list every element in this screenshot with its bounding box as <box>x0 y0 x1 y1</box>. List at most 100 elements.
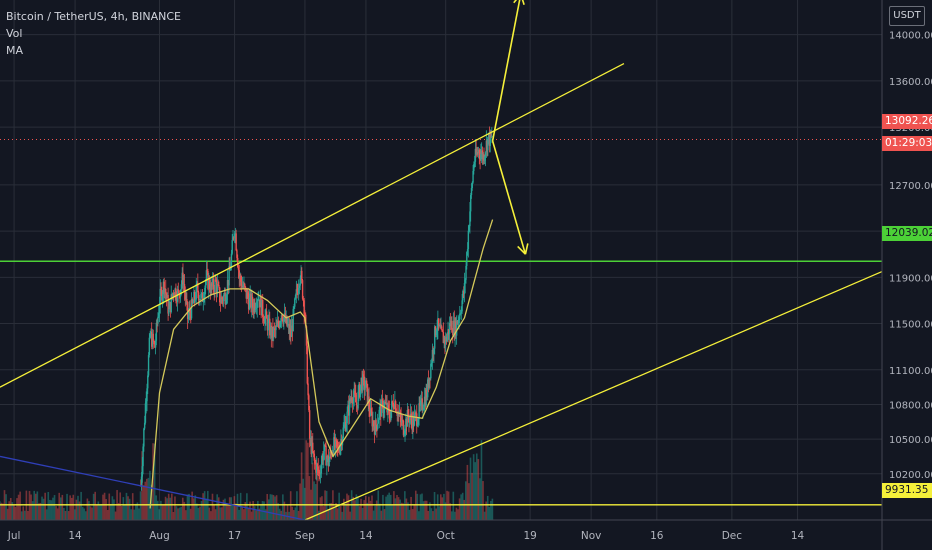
candle-body <box>469 211 471 227</box>
price-tick-label: 10200.00 <box>889 470 932 481</box>
time-tick-label: 14 <box>68 530 82 542</box>
candle-body <box>437 318 439 330</box>
volume-bar <box>336 508 339 520</box>
volume-bar <box>131 493 134 520</box>
candle-body <box>253 302 255 313</box>
volume-bar <box>11 502 14 520</box>
candle-body <box>299 278 301 286</box>
candle-body <box>201 293 204 302</box>
arrow-up-head <box>513 0 518 4</box>
candle-body <box>276 321 279 326</box>
volume-bar <box>45 509 48 520</box>
volume-bar <box>344 503 347 520</box>
candle-body <box>309 438 312 440</box>
volume-bar <box>399 499 401 520</box>
time-tick-label: 17 <box>228 530 241 542</box>
candle-body <box>213 289 215 292</box>
candle-body <box>456 320 459 325</box>
candle-body <box>161 294 164 301</box>
green-level-tag: 12039.02 <box>882 226 932 241</box>
volume-bar <box>352 496 355 520</box>
volume-bar <box>471 472 473 520</box>
volume-bar <box>31 501 34 520</box>
volume-bar <box>0 502 3 520</box>
candle-body <box>326 458 328 466</box>
candle-body <box>155 322 158 341</box>
volume-bar <box>41 496 43 520</box>
candle-body <box>419 403 421 406</box>
volume-bar <box>108 493 111 520</box>
volume-bar <box>228 497 231 520</box>
candle-body <box>165 289 167 294</box>
volume-bar <box>402 503 405 520</box>
volume-bar <box>203 491 206 520</box>
candle-body <box>266 318 269 331</box>
symbol-title[interactable]: Bitcoin / TetherUS, 4h, BINANCE <box>6 10 182 23</box>
volume-bar <box>314 484 317 520</box>
volume-bar <box>152 443 154 520</box>
volume-bar <box>105 499 107 520</box>
volume-bar <box>142 485 145 520</box>
candle-body <box>427 379 430 388</box>
volume-bar <box>217 497 220 520</box>
volume-bar <box>181 497 184 520</box>
volume-bar <box>103 492 106 520</box>
candle-body <box>212 278 215 290</box>
volume-bar <box>411 509 414 520</box>
candle-body <box>179 294 181 297</box>
volume-bar <box>330 502 333 520</box>
candle-body <box>140 476 143 486</box>
candle-body <box>384 402 387 404</box>
volume-bar <box>321 496 323 520</box>
candle-body <box>465 265 467 280</box>
candle-body <box>269 325 272 336</box>
candle-body <box>252 306 255 313</box>
candle-body <box>418 403 420 420</box>
arrow-up-head <box>521 0 525 5</box>
volume-indicator-label[interactable]: Vol <box>6 27 23 40</box>
candle-body <box>487 137 489 151</box>
candle-body <box>180 284 183 290</box>
volume-bar <box>67 511 70 520</box>
candle-body <box>154 340 157 348</box>
candle-body <box>442 331 445 344</box>
candle-body <box>363 376 366 390</box>
candle-body <box>429 377 431 379</box>
volume-bar <box>466 464 469 520</box>
volume-bar <box>300 452 303 520</box>
candle-body <box>353 390 355 398</box>
volume-bar <box>260 504 262 520</box>
candle-body <box>265 311 267 317</box>
candle-body <box>211 278 214 287</box>
candle-body <box>209 289 212 294</box>
candle-body <box>186 298 188 302</box>
volume-bar <box>400 502 403 520</box>
candle-body <box>339 444 341 453</box>
candle-body <box>455 320 458 336</box>
volume-bar <box>200 500 203 520</box>
candle-body <box>434 326 437 336</box>
upper-channel <box>0 62 625 388</box>
ma-indicator-label[interactable]: MA <box>6 44 24 57</box>
candle-body <box>375 420 377 426</box>
volume-bar <box>311 462 314 520</box>
volume-bar <box>472 454 475 520</box>
candle-body <box>147 375 149 389</box>
volume-bar <box>297 510 300 520</box>
candle-body <box>294 294 297 299</box>
blue-trend <box>0 455 306 521</box>
candle-body <box>484 156 486 161</box>
candle-body <box>297 287 300 294</box>
candle-body <box>332 452 334 454</box>
price-tick-label: 11100.00 <box>889 366 932 377</box>
volume-bar <box>405 498 408 520</box>
horizontal-levels <box>0 139 882 506</box>
candle-body <box>262 299 264 318</box>
time-axis[interactable]: Jul 14 Aug 17 Sep 14 Oct 19 Nov 16 Dec 14 <box>0 519 932 542</box>
candle-body <box>158 313 160 317</box>
volume-bar <box>6 508 9 520</box>
candle-body <box>344 422 347 431</box>
candle-body <box>403 433 405 436</box>
currency-button[interactable]: USDT <box>889 6 925 26</box>
